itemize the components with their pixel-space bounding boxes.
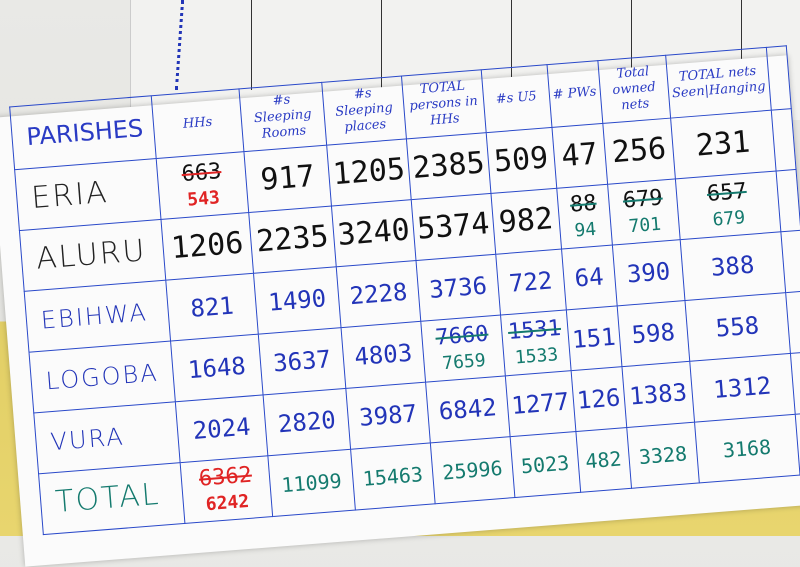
table-cell: 64 xyxy=(561,245,618,310)
table-cell: 7660 7659 xyxy=(420,315,506,383)
table-cell: 390 xyxy=(612,239,685,306)
struck-value: 663 xyxy=(180,159,223,188)
table-cell: 3987 xyxy=(345,382,431,450)
table-cell: 47 xyxy=(551,123,608,189)
table-cell: 679 701 xyxy=(607,178,681,246)
column-header: TOTAL nets Seen|Hanging xyxy=(665,47,771,119)
correction-value: 6242 xyxy=(205,490,250,516)
column-header: #s Sleeping Rooms xyxy=(238,82,327,152)
table-cell: 88 94 xyxy=(556,184,613,250)
correction-value: 679 xyxy=(711,207,746,231)
table-cell: 509 xyxy=(485,127,557,194)
correction-value: 701 xyxy=(627,213,662,238)
table-cell: 3240 xyxy=(331,199,416,267)
column-header: #s U5 xyxy=(481,64,552,133)
table-cell: 6842 xyxy=(425,375,510,443)
table-cell: 3328 xyxy=(626,422,700,489)
table-cell: 722 xyxy=(495,249,566,316)
table-cell: 1205 xyxy=(326,138,412,206)
column-header: # PWs xyxy=(546,60,603,128)
table-cell: 5023 xyxy=(509,431,581,498)
column-header: #s Sleeping places xyxy=(321,76,407,146)
parish-net-survey-table: PARISHES HHs #s Sleeping Rooms #s Sleeping … xyxy=(9,45,800,535)
table-cell: 657 679 xyxy=(675,171,781,240)
table-cell: 388 xyxy=(680,231,786,301)
corrected-value: 88 94 xyxy=(560,190,608,243)
table-cell: 482 xyxy=(575,427,632,493)
parish-name: ERIA xyxy=(14,158,162,231)
empty-cell xyxy=(770,108,797,172)
table-cell: 663 543 xyxy=(156,151,249,220)
corrected-value: 679 701 xyxy=(611,185,676,240)
table-cell: 917 xyxy=(243,145,332,213)
struck-value: 679 xyxy=(622,185,664,214)
table-cell: 151 xyxy=(565,305,622,371)
table-cell: 126 xyxy=(570,366,627,432)
column-header: HHs xyxy=(151,88,244,159)
column-header: PARISHES xyxy=(9,95,157,170)
struck-value: 88 xyxy=(569,190,598,218)
empty-cell xyxy=(765,45,792,111)
table-cell: 3637 xyxy=(258,327,346,395)
table-cell: 558 xyxy=(684,292,790,362)
corrected-value: 663 543 xyxy=(160,157,244,213)
parish-name: TOTAL xyxy=(38,462,186,535)
table-cell: 2820 xyxy=(262,388,351,456)
corrected-value: 657 679 xyxy=(679,177,776,234)
table-cell: 256 xyxy=(602,118,676,185)
empty-cell xyxy=(775,169,800,232)
corrected-value: 7660 7659 xyxy=(425,321,502,377)
correction-value: 543 xyxy=(186,187,221,211)
struck-value: 6362 xyxy=(198,462,253,492)
table-cell: 3736 xyxy=(415,254,501,322)
table-cell: 1531 1533 xyxy=(500,309,571,376)
table-cell: 11099 xyxy=(267,449,356,517)
table-cell: 2228 xyxy=(336,260,421,328)
table-cell: 2235 xyxy=(248,205,337,274)
table-cell: 1648 xyxy=(170,334,263,402)
parish-name: EBIHWA xyxy=(24,280,171,353)
column-header: Total owned nets xyxy=(597,55,671,124)
table-cell: 15463 xyxy=(350,442,436,511)
table-cell: 1490 xyxy=(253,266,342,335)
table-cell: 4803 xyxy=(341,321,426,389)
corrected-value: 6362 6242 xyxy=(184,462,268,518)
correction-value: 1533 xyxy=(514,344,559,369)
struck-value: 7660 xyxy=(434,321,490,351)
struck-value: 1531 xyxy=(507,315,562,345)
table-cell: 982 xyxy=(490,188,562,255)
table-cell: 2385 xyxy=(406,132,491,200)
table-cell: 5374 xyxy=(411,193,496,261)
table-cell: 821 xyxy=(165,273,259,342)
table-cell: 1383 xyxy=(621,361,695,428)
table-cell: 1277 xyxy=(505,370,576,437)
corrected-value: 1531 1533 xyxy=(504,316,566,370)
column-header: TOTAL persons in HHs xyxy=(401,69,486,139)
parish-name: VURA xyxy=(33,401,181,474)
table-cell: 231 xyxy=(670,110,776,179)
table-cell: 3168 xyxy=(694,414,800,483)
parish-name: ALURU xyxy=(19,219,166,292)
handwritten-table-sheet: PARISHES HHs #s Sleeping Rooms #s Sleeping … xyxy=(0,45,800,567)
table-cell: 598 xyxy=(617,300,690,367)
parish-name: LOGOBA xyxy=(28,341,176,413)
table-cell: 25996 xyxy=(430,436,515,504)
table-cell: 1312 xyxy=(689,353,795,423)
table-cell: 1206 xyxy=(161,212,254,281)
correction-value: 94 xyxy=(573,218,597,242)
table-cell: 2024 xyxy=(175,394,268,463)
correction-value: 7659 xyxy=(441,349,487,375)
table-cell: 6362 6242 xyxy=(180,455,273,524)
